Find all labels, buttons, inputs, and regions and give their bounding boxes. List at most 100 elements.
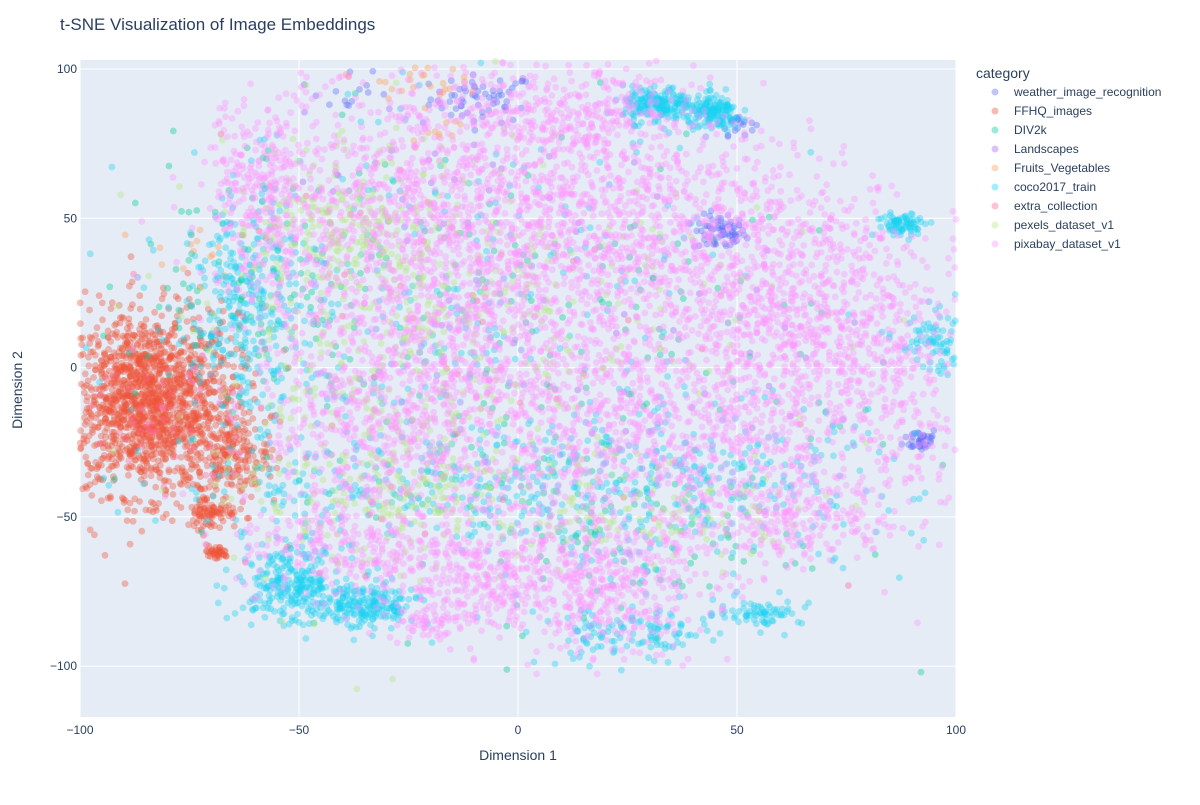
data-point [178,381,185,388]
data-point [760,453,767,460]
data-point [192,342,199,349]
data-point [173,266,180,273]
data-point [914,217,921,224]
data-point [840,521,847,528]
data-point [951,355,958,362]
data-point [269,446,276,453]
data-point [489,161,496,168]
data-point [468,444,475,451]
data-point [938,358,945,365]
data-point [210,355,217,362]
data-point [215,473,222,480]
data-point [251,350,258,357]
data-point [286,281,293,288]
data-point [468,424,475,431]
data-point [124,507,131,514]
data-point [138,365,145,372]
data-point [396,596,403,603]
data-point [254,581,261,588]
data-point [115,395,122,402]
data-point [248,318,255,325]
data-point [336,598,343,605]
data-point [365,89,372,96]
data-point [710,637,717,644]
data-point [139,405,146,412]
data-point [207,443,214,450]
data-point [153,428,160,435]
data-point [514,493,521,500]
data-point [477,521,484,528]
data-point [132,457,139,464]
data-point [664,373,671,380]
data-point [512,356,519,363]
data-point [231,351,238,358]
data-point [759,617,766,624]
data-point [315,580,322,587]
data-point [183,414,190,421]
data-point [382,79,389,86]
data-point [612,480,619,487]
data-point [903,215,910,222]
data-point [177,395,184,402]
data-point [242,362,249,369]
data-point [152,504,159,511]
data-point [136,354,143,361]
data-point [296,594,303,601]
data-point [193,496,200,503]
data-point [882,213,889,220]
data-point [290,136,297,143]
data-point [559,451,566,458]
data-point [92,393,99,400]
data-point [776,589,783,596]
data-point [192,253,199,260]
data-point [225,304,232,311]
data-point [148,472,155,479]
data-point [687,560,694,567]
data-point [275,590,282,597]
data-point [204,300,211,307]
data-point [225,352,232,359]
data-point [239,399,246,406]
data-point [91,531,98,538]
data-point [132,332,139,339]
data-point [185,209,192,216]
data-point [226,437,233,444]
data-point [210,464,217,471]
data-point [922,221,929,228]
data-point [114,303,121,310]
data-point [138,443,145,450]
data-point [197,362,204,369]
data-point [199,430,206,437]
data-point [170,427,177,434]
data-point [753,122,760,129]
data-point [357,270,364,277]
data-point [95,343,102,350]
data-point [683,130,690,137]
data-point [176,426,183,433]
data-point [559,314,566,321]
data-point [840,565,847,572]
data-point [125,458,132,465]
data-point [807,149,814,156]
data-point [707,462,714,469]
data-point [242,336,249,343]
data-point [262,614,269,621]
data-point [204,518,211,525]
data-point [176,371,183,378]
data-point [155,352,162,359]
data-point [245,384,252,391]
data-point [183,389,190,396]
data-point [654,641,661,648]
data-point [531,659,538,666]
data-point [109,401,116,408]
data-point [134,340,141,347]
data-point [665,659,672,666]
data-point [100,475,107,482]
data-point [149,379,156,386]
data-point [261,431,268,438]
data-point [357,598,364,605]
data-point [142,335,149,342]
data-point [126,465,133,472]
data-point [160,514,167,521]
